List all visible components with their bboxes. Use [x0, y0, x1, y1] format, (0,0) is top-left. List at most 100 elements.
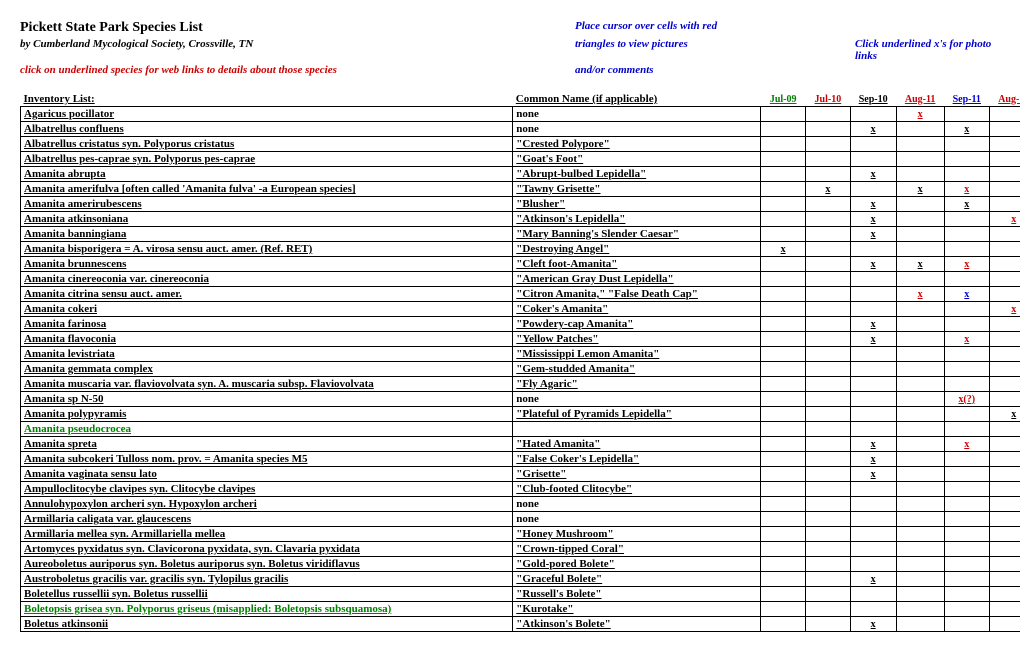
occurrence-cell — [989, 497, 1020, 512]
common-name-cell: "Graceful Bolete" — [513, 572, 761, 587]
occurrence-cell[interactable]: x — [944, 197, 989, 212]
species-cell[interactable]: Armillaria mellea syn. Armillariella mel… — [21, 527, 513, 542]
occurrence-cell[interactable]: x — [896, 182, 944, 197]
occurrence-cell — [944, 302, 989, 317]
occurrence-cell[interactable]: x — [944, 122, 989, 137]
occurrence-cell — [989, 182, 1020, 197]
occurrence-cell — [806, 482, 851, 497]
occurrence-cell[interactable]: x — [944, 437, 989, 452]
occurrence-cell[interactable]: x — [989, 212, 1020, 227]
species-cell[interactable]: Ampulloclitocybe clavipes syn. Clitocybe… — [21, 482, 513, 497]
species-cell[interactable]: Armillaria caligata var. glaucescens — [21, 512, 513, 527]
common-name-cell: "Honey Mushroom" — [513, 527, 761, 542]
col-date: Jul-10 — [806, 92, 851, 107]
occurrence-cell — [896, 197, 944, 212]
occurrence-cell[interactable]: x — [944, 257, 989, 272]
table-header-row: Inventory List: Common Name (if applicab… — [21, 92, 1020, 107]
species-cell[interactable]: Albatrellus cristatus syn. Polyporus cri… — [21, 137, 513, 152]
occurrence-cell[interactable]: x — [944, 182, 989, 197]
species-cell[interactable]: Amanita bisporigera = A. virosa sensu au… — [21, 242, 513, 257]
occurrence-cell[interactable]: x — [850, 317, 896, 332]
species-cell[interactable]: Amanita pseudocrocea — [21, 422, 513, 437]
species-cell[interactable]: Amanita amerifulva [often called 'Amanit… — [21, 182, 513, 197]
species-cell[interactable]: Artomyces pyxidatus syn. Clavicorona pyx… — [21, 542, 513, 557]
common-name-cell: "Tawny Grisette" — [513, 182, 761, 197]
species-cell[interactable]: Amanita cinereoconia var. cinereoconia — [21, 272, 513, 287]
species-cell[interactable]: Agaricus pocillator — [21, 107, 513, 122]
occurrence-cell[interactable]: x — [896, 257, 944, 272]
species-cell[interactable]: Amanita subcokeri Tulloss nom. prov. = A… — [21, 452, 513, 467]
species-cell[interactable]: Amanita vaginata sensu lato — [21, 467, 513, 482]
species-cell[interactable]: Amanita atkinsoniana — [21, 212, 513, 227]
species-cell[interactable]: Boletellus russellii syn. Boletus russel… — [21, 587, 513, 602]
table-row: Amanita cinereoconia var. cinereoconia"A… — [21, 272, 1020, 287]
species-cell[interactable]: Amanita flavoconia — [21, 332, 513, 347]
occurrence-cell[interactable]: x — [850, 437, 896, 452]
occurrence-cell — [806, 212, 851, 227]
occurrence-cell — [944, 227, 989, 242]
occurrence-cell — [761, 437, 806, 452]
occurrence-cell[interactable]: x — [850, 167, 896, 182]
species-cell[interactable]: Annulohypoxylon archeri syn. Hypoxylon a… — [21, 497, 513, 512]
occurrence-cell — [944, 152, 989, 167]
occurrence-cell — [850, 242, 896, 257]
occurrence-cell — [944, 407, 989, 422]
instr-line-2: triangles to view pictures — [575, 38, 855, 62]
table-row: Amanita banningiana"Mary Banning's Slend… — [21, 227, 1020, 242]
species-cell[interactable]: Amanita polypyramis — [21, 407, 513, 422]
occurrence-cell — [896, 587, 944, 602]
species-cell[interactable]: Amanita spreta — [21, 437, 513, 452]
species-cell[interactable]: Albatrellus confluens — [21, 122, 513, 137]
species-cell[interactable]: Amanita banningiana — [21, 227, 513, 242]
occurrence-cell — [989, 362, 1020, 377]
common-name-cell: "Citron Amanita," "False Death Cap" — [513, 287, 761, 302]
species-cell[interactable]: Amanita muscaria var. flaviovolvata syn.… — [21, 377, 513, 392]
occurrence-cell[interactable]: x — [806, 182, 851, 197]
occurrence-cell[interactable]: x — [850, 122, 896, 137]
occurrence-cell[interactable]: x — [850, 572, 896, 587]
occurrence-cell[interactable]: x — [761, 242, 806, 257]
occurrence-cell — [989, 347, 1020, 362]
common-name-cell: none — [513, 107, 761, 122]
species-cell[interactable]: Aureoboletus auriporus syn. Boletus auri… — [21, 557, 513, 572]
species-cell[interactable]: Amanita gemmata complex — [21, 362, 513, 377]
species-cell[interactable]: Amanita amerirubescens — [21, 197, 513, 212]
occurrence-cell — [896, 497, 944, 512]
common-name-cell: "Mississippi Lemon Amanita" — [513, 347, 761, 362]
species-cell[interactable]: Amanita citrina sensu auct. amer. — [21, 287, 513, 302]
species-cell[interactable]: Albatrellus pes-caprae syn. Polyporus pe… — [21, 152, 513, 167]
species-cell[interactable]: Amanita cokeri — [21, 302, 513, 317]
occurrence-cell[interactable]: x — [850, 257, 896, 272]
occurrence-cell[interactable]: x — [944, 287, 989, 302]
occurrence-cell — [944, 137, 989, 152]
species-cell[interactable]: Amanita farinosa — [21, 317, 513, 332]
occurrence-cell — [989, 452, 1020, 467]
occurrence-cell[interactable]: x — [850, 197, 896, 212]
occurrence-cell[interactable]: x — [989, 302, 1020, 317]
occurrence-cell — [806, 377, 851, 392]
occurrence-cell[interactable]: x — [944, 332, 989, 347]
occurrence-cell[interactable]: x(?) — [944, 392, 989, 407]
species-cell[interactable]: Amanita abrupta — [21, 167, 513, 182]
species-cell[interactable]: Amanita sp N-50 — [21, 392, 513, 407]
species-cell[interactable]: Boletopsis grisea syn. Polyporus griseus… — [21, 602, 513, 617]
occurrence-cell[interactable]: x — [850, 227, 896, 242]
species-cell[interactable]: Amanita levistriata — [21, 347, 513, 362]
occurrence-cell[interactable]: x — [850, 212, 896, 227]
occurrence-cell — [850, 152, 896, 167]
occurrence-cell — [806, 107, 851, 122]
occurrence-cell[interactable]: x — [989, 407, 1020, 422]
species-cell[interactable]: Amanita brunnescens — [21, 257, 513, 272]
occurrence-cell[interactable]: x — [896, 107, 944, 122]
common-name-cell: "Blusher" — [513, 197, 761, 212]
occurrence-cell — [989, 467, 1020, 482]
table-row: Aureoboletus auriporus syn. Boletus auri… — [21, 557, 1020, 572]
occurrence-cell — [761, 557, 806, 572]
occurrence-cell[interactable]: x — [896, 287, 944, 302]
occurrence-cell[interactable]: x — [850, 467, 896, 482]
occurrence-cell[interactable]: x — [850, 452, 896, 467]
table-row: Amanita cokeri"Coker's Amanita"xpossibly… — [21, 302, 1020, 317]
occurrence-cell[interactable]: x — [850, 332, 896, 347]
occurrence-cell — [944, 557, 989, 572]
species-cell[interactable]: Austroboletus gracilis var. gracilis syn… — [21, 572, 513, 587]
